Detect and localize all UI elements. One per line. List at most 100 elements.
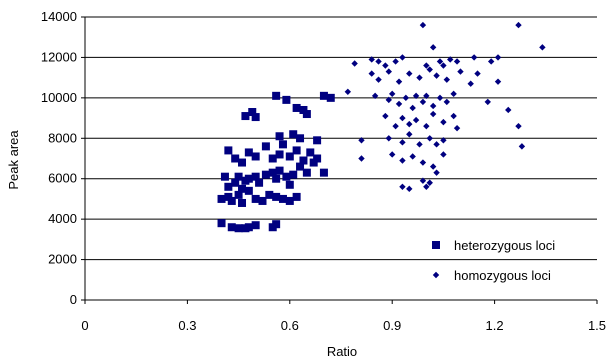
- heterozygous-point: [296, 162, 305, 171]
- x-tick-label: 1.2: [486, 318, 504, 333]
- homozygous-point: [406, 131, 413, 138]
- heterozygous-point: [224, 182, 233, 191]
- homozygous-point: [494, 78, 502, 85]
- homozygous-point: [385, 96, 392, 104]
- homozygous-point: [412, 116, 420, 124]
- homozygous-point: [419, 21, 427, 29]
- heterozygous-point: [306, 148, 315, 157]
- homozygous-point: [412, 92, 420, 100]
- heterozygous-point: [265, 190, 274, 199]
- homozygous-point: [426, 66, 433, 73]
- heterozygous-point: [234, 190, 243, 199]
- homozygous-point: [375, 58, 382, 65]
- homozygous-point: [433, 169, 440, 176]
- heterozygous-point: [275, 132, 284, 141]
- homozygous-point: [344, 88, 352, 95]
- heterozygous-point: [302, 110, 311, 119]
- homozygous-point: [440, 118, 447, 126]
- homozygous-point: [440, 137, 447, 144]
- homozygous-point: [429, 44, 437, 51]
- heterozygous-point: [309, 158, 318, 167]
- heterozygous-point: [275, 166, 284, 175]
- homozygous-point: [382, 62, 389, 69]
- heterozygous-point: [244, 174, 253, 183]
- heterozygous-point: [282, 172, 291, 181]
- series-homozygous: [344, 21, 546, 193]
- homozygous-point: [470, 54, 478, 61]
- heterozygous-point: [275, 150, 284, 159]
- heterozygous-point: [292, 146, 301, 155]
- homozygous-point: [358, 137, 365, 144]
- y-tick-label: 4000: [48, 211, 77, 226]
- homozygous-point: [450, 90, 457, 98]
- heterozygous-point: [251, 221, 260, 230]
- heterozygous-point: [289, 130, 298, 139]
- homozygous-point: [453, 124, 461, 132]
- x-tick-label: 0: [81, 318, 88, 333]
- y-tick-label: 2000: [48, 252, 77, 267]
- heterozygous-point: [238, 158, 247, 167]
- heterozygous-point: [217, 219, 226, 228]
- homozygous-point: [351, 60, 358, 67]
- x-tick-label: 0.9: [383, 318, 401, 333]
- homozygous-point: [433, 72, 440, 79]
- axes: [81, 16, 598, 304]
- homozygous-point: [368, 70, 375, 77]
- heterozygous-point: [272, 192, 281, 201]
- heterozygous-point: [268, 154, 277, 163]
- homozygous-point: [399, 54, 406, 61]
- heterozygous-point: [292, 103, 301, 112]
- heterozygous-point: [251, 172, 260, 181]
- homozygous-point: [423, 183, 430, 190]
- heterozygous-point: [227, 196, 236, 205]
- homozygous-point: [368, 56, 375, 63]
- heterozygous-point: [326, 93, 335, 102]
- heterozygous-point: [227, 223, 236, 232]
- heterozygous-point: [299, 105, 308, 114]
- homozygous-point: [443, 98, 451, 106]
- homozygous-point: [399, 114, 406, 122]
- heterozygous-point: [234, 224, 243, 233]
- homozygous-point: [409, 153, 416, 160]
- heterozygous-point: [278, 140, 287, 149]
- homozygous-point: [406, 120, 413, 128]
- heterozygous-point: [234, 172, 243, 181]
- homozygous-point: [440, 62, 447, 69]
- homozygous-point: [429, 163, 437, 170]
- homozygous-point: [505, 106, 512, 114]
- heterozygous-point: [278, 194, 287, 203]
- heterozygous-point: [251, 113, 260, 122]
- heterozygous-point: [238, 198, 247, 207]
- heterozygous-point: [268, 168, 277, 177]
- homozygous-point: [423, 62, 430, 69]
- homozygous-point: [392, 122, 399, 130]
- homozygous-point: [518, 143, 526, 150]
- homozygous-point: [371, 92, 379, 100]
- y-tick-labels: 0 2000 4000 6000 8000 10000 12000 14000: [41, 9, 77, 307]
- homozygous-point: [474, 70, 481, 77]
- homozygous-point: [402, 94, 410, 102]
- heterozygous-point: [244, 148, 253, 157]
- heterozygous-point: [302, 168, 311, 177]
- homozygous-point: [494, 54, 502, 61]
- y-tick-label: 14000: [41, 9, 77, 24]
- heterozygous-point: [231, 154, 240, 163]
- homozygous-point: [399, 157, 406, 164]
- data-points: [217, 21, 546, 233]
- heterozygous-point: [238, 184, 247, 193]
- heterozygous-point: [261, 142, 270, 151]
- heterozygous-point: [272, 174, 281, 183]
- homozygous-point: [399, 183, 406, 190]
- heterozygous-point: [261, 170, 270, 179]
- x-tick-labels: 0 0.3 0.6 0.9 1.2 1.5: [81, 318, 606, 333]
- homozygous-point: [395, 78, 403, 85]
- legend-marker: [432, 271, 440, 279]
- legend-label: homozygous loci: [454, 268, 551, 283]
- homozygous-point: [385, 68, 392, 75]
- heterozygous-point: [272, 220, 281, 229]
- heterozygous-point: [244, 223, 253, 232]
- homozygous-point: [467, 80, 474, 87]
- y-tick-label: 12000: [41, 49, 77, 64]
- homozygous-point: [426, 179, 433, 186]
